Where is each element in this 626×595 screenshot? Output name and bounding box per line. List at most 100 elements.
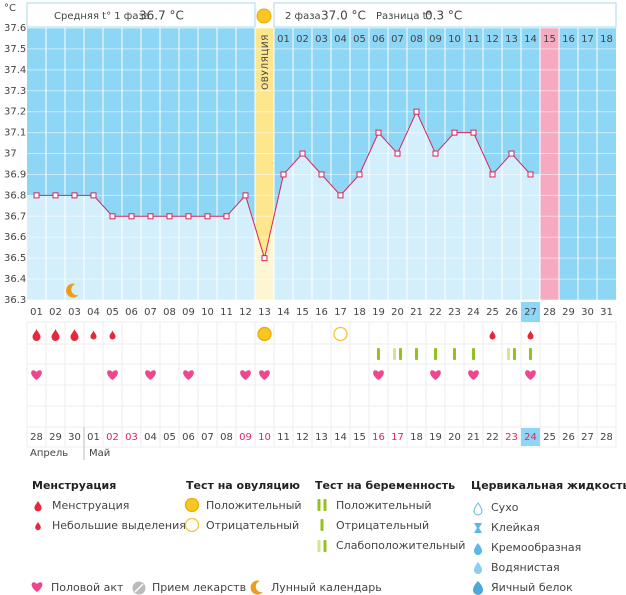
- cycle-day-label: 18: [600, 34, 613, 45]
- cervical-icon: [473, 581, 483, 595]
- temperature-point: [128, 213, 135, 220]
- pregnancy-test-icon: [377, 348, 380, 360]
- calendar-day: 20: [448, 432, 461, 443]
- phase2-label: 2 фаза: [285, 11, 321, 22]
- temperature-point: [451, 129, 458, 136]
- calendar-day: 28: [30, 432, 43, 443]
- temperature-point: [375, 129, 382, 136]
- calendar-day: 13: [315, 432, 328, 443]
- legend-text: Отрицательный: [336, 519, 429, 532]
- x-tick-label: 03: [68, 307, 81, 318]
- temperature-point: [337, 192, 344, 199]
- pink-column: [540, 28, 559, 300]
- x-tick-label: 05: [106, 307, 119, 318]
- y-tick-label: 36.4: [4, 274, 26, 285]
- today-marker: [521, 302, 540, 322]
- cycle-day-label: 15: [543, 34, 556, 45]
- y-tick-label: 36.9: [4, 169, 26, 180]
- temperature-point: [432, 150, 439, 157]
- temperature-point: [147, 213, 154, 220]
- x-tick-label: 14: [277, 307, 290, 318]
- heart-icon: [31, 582, 43, 592]
- pregnancy-test-icon: [320, 519, 324, 531]
- x-tick-label: 20: [391, 307, 404, 318]
- temperature-point: [394, 150, 401, 157]
- area-under-line: [27, 111, 540, 300]
- legend-text: Цервикальная жидкость: [471, 479, 626, 492]
- heart-icon: [240, 370, 251, 380]
- pregnancy-test-icon: [472, 348, 475, 360]
- cycle-day-label: 16: [562, 34, 575, 45]
- legend-text: Небольшие выделения: [52, 519, 186, 532]
- calendar-day: 08: [220, 432, 233, 443]
- calendar-day: 24: [524, 432, 537, 443]
- cervical-icon: [474, 562, 482, 574]
- cycle-day-label: 09: [429, 34, 442, 45]
- drop-icon: [35, 521, 41, 531]
- cervical-icon: [474, 543, 482, 555]
- ovulation-test-icon: [184, 517, 200, 533]
- cycle-day-label: 12: [486, 34, 499, 45]
- calendar-day: 29: [49, 432, 62, 443]
- drop-icon: [32, 329, 41, 341]
- pregnancy-test-icon: [529, 348, 532, 360]
- calendar-day: 02: [106, 432, 119, 443]
- moon-icon: [66, 283, 79, 298]
- calendar-day: 04: [144, 432, 157, 443]
- x-tick-label: 22: [429, 307, 442, 318]
- phase1-label: Средняя t° 1 фаза: [54, 11, 150, 22]
- calendar-day: 14: [334, 432, 347, 443]
- diff-value: 0.3 °C: [425, 9, 462, 23]
- y-tick-label: 36.3: [4, 295, 26, 306]
- moon-icon: [250, 580, 263, 595]
- cycle-day-label: 17: [581, 34, 594, 45]
- calendar-day: 19: [429, 432, 442, 443]
- y-tick-label: 37: [4, 149, 17, 160]
- y-tick-label: 37.4: [4, 65, 26, 76]
- temperature-point: [413, 108, 420, 115]
- heart-icon: [145, 370, 156, 380]
- temperature-point: [90, 192, 97, 199]
- legend-text: Водянистая: [491, 561, 560, 574]
- x-tick-label: 06: [125, 307, 138, 318]
- cycle-day-label: 13: [505, 34, 518, 45]
- legend-text: Лунный календарь: [271, 581, 382, 594]
- cycle-day-label: 06: [372, 34, 385, 45]
- calendar-day: 27: [581, 432, 594, 443]
- cycle-day-label: 14: [524, 34, 537, 45]
- legend-text: Слабоположительный: [336, 539, 465, 552]
- drop-icon: [527, 330, 534, 340]
- heart-icon: [430, 370, 441, 380]
- pregnancy-test-icon: [317, 499, 321, 511]
- legend-text: Положительный: [336, 499, 432, 512]
- phase2-value: 37.0 °C: [321, 9, 366, 23]
- temperature-point: [33, 192, 40, 199]
- cycle-day-label: 01: [277, 34, 290, 45]
- x-tick-label: 02: [49, 307, 62, 318]
- calendar-day: 25: [543, 432, 556, 443]
- ovulation-column: [255, 28, 274, 300]
- temperature-point: [318, 171, 325, 178]
- calendar-day: 21: [467, 432, 480, 443]
- calendar-day: 11: [277, 432, 290, 443]
- cycle-day-label: 02: [296, 34, 309, 45]
- cycle-day-label: 11: [467, 34, 480, 45]
- x-tick-label: 24: [467, 307, 480, 318]
- calendar-day: 10: [258, 432, 271, 443]
- x-tick-label: 25: [486, 307, 499, 318]
- cycle-day-label: 04: [334, 34, 347, 45]
- ovulation-label: ОВУЛЯЦИЯ: [261, 34, 271, 90]
- pregnancy-test-icon: [513, 348, 516, 360]
- calendar-day: 26: [562, 432, 575, 443]
- cycle-day-label: 08: [410, 34, 423, 45]
- legend-text: Сухо: [491, 501, 519, 514]
- x-tick-label: 17: [334, 307, 347, 318]
- legend-text: Менструация: [52, 499, 129, 512]
- calendar-day: 03: [125, 432, 138, 443]
- x-tick-label: 18: [353, 307, 366, 318]
- calendar-day: 17: [391, 432, 404, 443]
- pregnancy-test-icon: [317, 540, 321, 552]
- temperature-point: [204, 213, 211, 220]
- pregnancy-test-icon: [323, 540, 327, 552]
